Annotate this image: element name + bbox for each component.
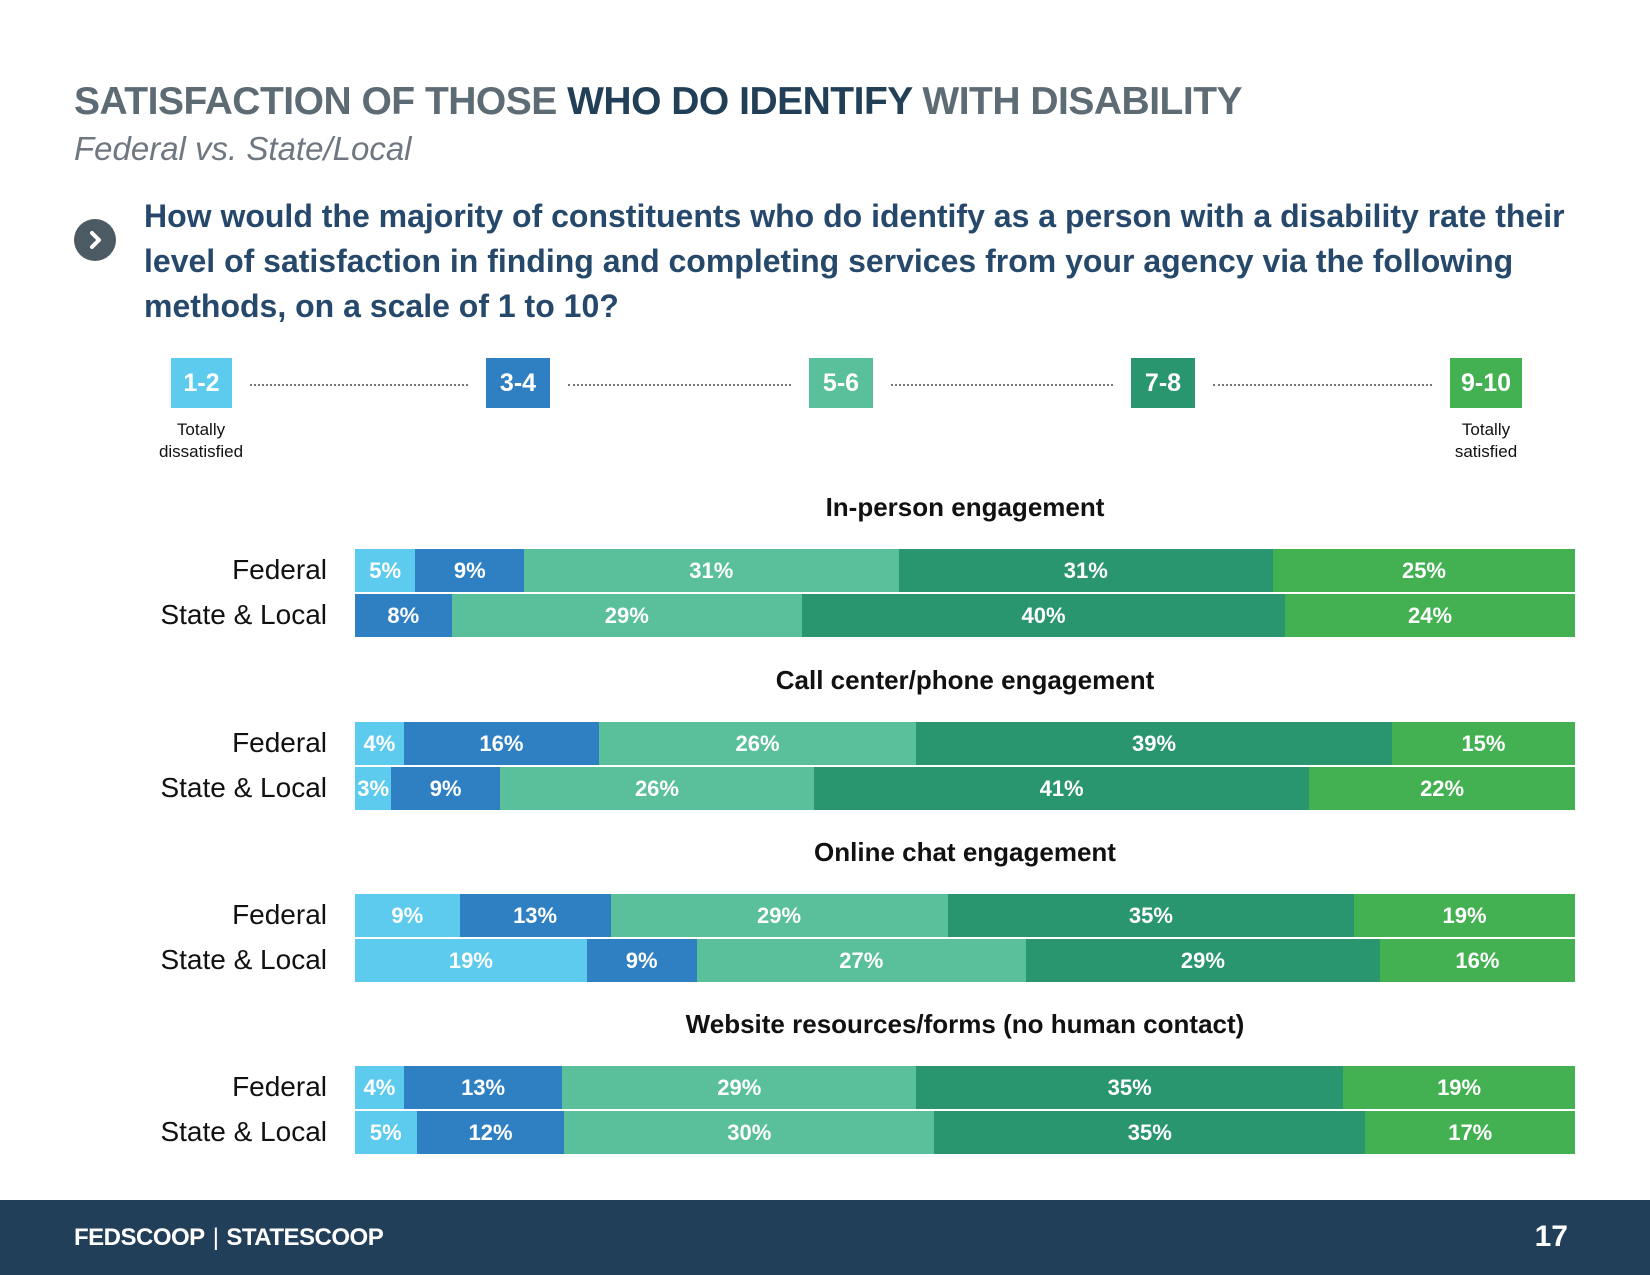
- stacked-bar: 3% 9% 26% 41% 22%: [355, 767, 1575, 810]
- bar-segment-9-10: 22%: [1309, 767, 1575, 810]
- row-label: State & Local: [160, 772, 327, 803]
- bar-segment-1-2: 4%: [355, 722, 404, 765]
- scale-connector: [891, 384, 1113, 386]
- bar-segment-9-10: 17%: [1365, 1111, 1575, 1154]
- row-label: Federal: [232, 899, 327, 930]
- bar-segment-7-8: 40%: [801, 594, 1286, 637]
- bar-segment-3-4: 13%: [459, 894, 611, 937]
- bar-segment-3-4: 8%: [355, 594, 452, 637]
- bar-segment-9-10: 19%: [1343, 1066, 1575, 1109]
- scale-box-1-2: 1-2: [171, 358, 232, 408]
- bar-segment-5-6: 30%: [564, 1111, 935, 1154]
- brand-separator: |: [212, 1224, 219, 1251]
- bar-segment-7-8: 35%: [947, 894, 1355, 937]
- scale-box-7-8: 7-8: [1131, 358, 1195, 408]
- bar-segment-5-6: 27%: [696, 939, 1026, 982]
- bar-segment-1-2: 4%: [355, 1066, 404, 1109]
- chart-group-title: Website resources/forms (no human contac…: [685, 1009, 1245, 1039]
- bar-segment-1-2: 3%: [355, 767, 392, 810]
- brand-statescoop: STATESCOOP: [226, 1224, 384, 1251]
- bar-segment-1-2: 9%: [355, 894, 460, 937]
- bar-segment-5-6: 26%: [598, 722, 917, 765]
- bar-segment-9-10: 24%: [1285, 594, 1575, 637]
- row-label: Federal: [232, 1071, 327, 1102]
- bar-segment-9-10: 25%: [1273, 549, 1575, 592]
- bar-segment-5-6: 29%: [451, 594, 802, 637]
- bar-segment-7-8: 35%: [934, 1111, 1366, 1154]
- bar-segment-7-8: 29%: [1025, 939, 1380, 982]
- scale-connector: [568, 384, 791, 386]
- title-prefix: SATISFACTION OF THOSE: [74, 80, 568, 123]
- chevron-right-icon: [74, 219, 116, 261]
- bar-segment-3-4: 9%: [586, 939, 697, 982]
- footer-bar: [0, 1200, 1650, 1275]
- row-label: State & Local: [160, 1116, 327, 1147]
- brand-fedscoop: FEDSCOOP: [74, 1224, 205, 1251]
- bar-segment-3-4: 9%: [415, 549, 525, 592]
- bar-segment-9-10: 19%: [1354, 894, 1575, 937]
- stacked-bar: 4% 16% 26% 39% 15%: [355, 722, 1575, 765]
- scale-box-3-4: 3-4: [486, 358, 550, 408]
- survey-question: How would the majority of constituents w…: [144, 198, 1565, 324]
- bar-segment-3-4: 9%: [391, 767, 500, 810]
- page-number: 17: [1534, 1220, 1568, 1253]
- stacked-bar: 8% 29% 40% 24%: [355, 594, 1575, 637]
- bar-segment-9-10: 15%: [1391, 722, 1575, 765]
- scale-connector: [250, 384, 468, 386]
- scale-low-label: Totally dissatisfied: [158, 420, 244, 461]
- bar-segment-3-4: 12%: [416, 1111, 565, 1154]
- scale-box-5-6: 5-6: [809, 358, 873, 408]
- row-label: Federal: [232, 554, 327, 585]
- bar-segment-7-8: 35%: [916, 1066, 1344, 1109]
- bar-segment-5-6: 31%: [524, 549, 899, 592]
- row-label: State & Local: [160, 944, 327, 975]
- bar-segment-1-2: 19%: [355, 939, 587, 982]
- bar-segment-5-6: 29%: [562, 1066, 917, 1109]
- bar-segment-3-4: 13%: [403, 1066, 563, 1109]
- bar-segment-5-6: 26%: [499, 767, 814, 810]
- scale-connector: [1213, 384, 1432, 386]
- page-title: SATISFACTION OF THOSE WHO DO IDENTIFY WI…: [74, 80, 1243, 124]
- title-suffix: WITH DISABILITY: [912, 80, 1243, 123]
- stacked-bar: 5% 9% 31% 31% 25%: [355, 549, 1575, 592]
- chart-group-title: Online chat engagement: [814, 837, 1116, 867]
- row-label: Federal: [232, 727, 327, 758]
- bar-segment-9-10: 16%: [1379, 939, 1575, 982]
- brand-logo: FEDSCOOP | STATESCOOP: [74, 1224, 384, 1252]
- bar-segment-1-2: 5%: [355, 549, 416, 592]
- bar-segment-7-8: 39%: [916, 722, 1392, 765]
- scale-box-9-10: 9-10: [1450, 358, 1522, 408]
- stacked-bar: 4% 13% 29% 35% 19%: [355, 1066, 1575, 1109]
- bar-segment-1-2: 5%: [355, 1111, 417, 1154]
- chart-group-title: In-person engagement: [825, 492, 1105, 522]
- stacked-bar: 19% 9% 27% 29% 16%: [355, 939, 1575, 982]
- stacked-bar: 9% 13% 29% 35% 19%: [355, 894, 1575, 937]
- bar-segment-7-8: 31%: [898, 549, 1273, 592]
- bar-segment-3-4: 16%: [403, 722, 599, 765]
- bar-segment-5-6: 29%: [610, 894, 948, 937]
- chart-group-title: Call center/phone engagement: [775, 665, 1155, 695]
- title-emphasis: WHO DO IDENTIFY: [567, 80, 913, 123]
- page-subtitle: Federal vs. State/Local: [74, 130, 412, 167]
- stacked-bar: 5% 12% 30% 35% 17%: [355, 1111, 1575, 1154]
- bar-segment-7-8: 41%: [813, 767, 1310, 810]
- scale-high-label: Totally satisfied: [1454, 420, 1518, 461]
- row-label: State & Local: [160, 599, 327, 630]
